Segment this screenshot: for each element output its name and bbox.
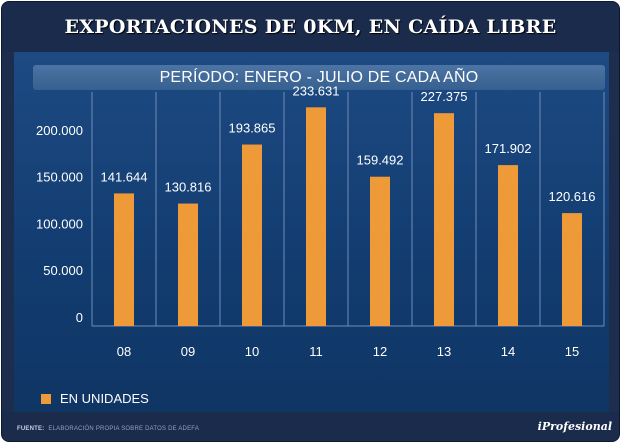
x-tick-label: 12 (373, 344, 387, 359)
x-tick-label: 15 (565, 344, 579, 359)
x-tick-label: 08 (117, 344, 131, 359)
bar (370, 176, 390, 326)
x-tick-label: 13 (437, 344, 451, 359)
x-tick-label: 11 (309, 344, 323, 359)
y-tick-label: 0 (76, 310, 83, 325)
data-label: 193.865 (229, 121, 276, 136)
subtitle-bar: PERÍODO: ENERO - JULIO DE CADA AÑO (33, 65, 605, 90)
x-tick-label: 09 (181, 344, 195, 359)
data-label: 141.644 (101, 169, 148, 184)
bar-chart: 050.000100.000150.000200.000141.64408130… (36, 83, 605, 359)
y-tick-label: 100.000 (36, 216, 83, 231)
data-label: 130.816 (165, 180, 212, 195)
brand-logo: iProfesional (537, 420, 612, 433)
source-text: ELABORACIÓN PROPIA SOBRE DATOS DE ADEFA (48, 426, 200, 432)
title-bar: EXPORTACIONES DE 0KM, EN CAÍDA LIBRE (2, 2, 619, 52)
y-tick-label: 200.000 (36, 123, 83, 138)
source-label: FUENTE: (17, 426, 45, 432)
x-tick-label: 14 (501, 344, 515, 359)
data-label: 159.492 (357, 153, 404, 168)
legend: EN UNIDADES (41, 391, 149, 406)
y-tick-label: 50.000 (43, 263, 83, 278)
bar (434, 113, 454, 326)
bar (178, 203, 198, 326)
legend-swatch (41, 393, 51, 404)
legend-label: EN UNIDADES (60, 391, 149, 406)
bar (114, 193, 134, 326)
bar (306, 107, 326, 326)
data-label: 227.375 (421, 89, 468, 104)
footer: FUENTE: ELABORACIÓN PROPIA SOBRE DATOS DE… (2, 412, 619, 441)
chart-panel: PERÍODO: ENERO - JULIO DE CADA AÑO 0 50.0… (14, 52, 609, 412)
x-tick-label: 10 (245, 344, 259, 359)
chart-subtitle: PERÍODO: ENERO - JULIO DE CADA AÑO (159, 68, 479, 86)
data-label: 171.902 (485, 141, 532, 156)
data-label: 233.631 (293, 83, 340, 98)
bar (562, 213, 582, 326)
data-label: 120.616 (549, 189, 596, 204)
bar (498, 165, 518, 326)
chart-title: EXPORTACIONES DE 0KM, EN CAÍDA LIBRE (64, 16, 557, 38)
bar (242, 144, 262, 326)
y-tick-label: 150.000 (36, 170, 83, 185)
source-note: FUENTE: ELABORACIÓN PROPIA SOBRE DATOS DE… (17, 426, 199, 432)
